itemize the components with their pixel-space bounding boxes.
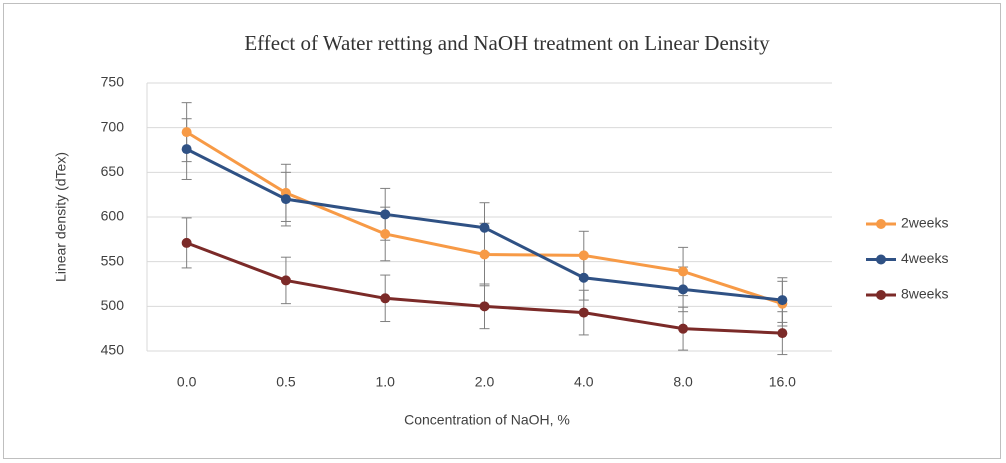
data-point (280, 275, 291, 286)
data-point (479, 249, 490, 260)
x-axis-label: Concentration of NaOH, % (404, 412, 570, 428)
x-tick-label: 0.0 (177, 374, 197, 390)
data-point (678, 266, 689, 277)
data-point (380, 293, 391, 304)
data-point (181, 144, 192, 155)
x-tick-label: 8.0 (673, 374, 693, 390)
legend-label: 2weeks (901, 215, 948, 231)
data-point (479, 222, 490, 233)
y-tick-label: 450 (101, 342, 125, 358)
x-tick-label: 2.0 (475, 374, 495, 390)
legend-marker (876, 219, 886, 229)
y-axis-label: Linear density (dTex) (53, 152, 69, 282)
data-point (380, 209, 391, 220)
legend-label: 8weeks (901, 286, 948, 302)
data-point (678, 323, 689, 334)
chart-title: Effect of Water retting and NaOH treatme… (244, 31, 770, 55)
data-point (280, 194, 291, 205)
x-tick-label: 16.0 (769, 374, 796, 390)
legend-label: 4weeks (901, 250, 948, 266)
x-tick-label: 4.0 (574, 374, 594, 390)
data-point (380, 228, 391, 239)
data-point (678, 284, 689, 295)
data-point (578, 250, 589, 261)
x-tick-label: 0.5 (276, 374, 296, 390)
x-tick-label: 1.0 (375, 374, 395, 390)
data-point (479, 301, 490, 312)
data-point (777, 295, 788, 306)
data-point (578, 307, 589, 318)
y-tick-label: 550 (101, 252, 125, 268)
data-point (181, 127, 192, 138)
data-point (181, 237, 192, 248)
y-tick-label: 600 (101, 208, 125, 224)
legend-marker (876, 290, 886, 300)
y-tick-label: 750 (101, 74, 125, 90)
y-tick-label: 650 (101, 163, 125, 179)
y-tick-label: 700 (101, 118, 125, 134)
data-point (777, 328, 788, 339)
data-point (578, 272, 589, 283)
legend-marker (876, 254, 886, 265)
chart-border (3, 3, 1001, 459)
y-tick-label: 500 (101, 297, 125, 313)
